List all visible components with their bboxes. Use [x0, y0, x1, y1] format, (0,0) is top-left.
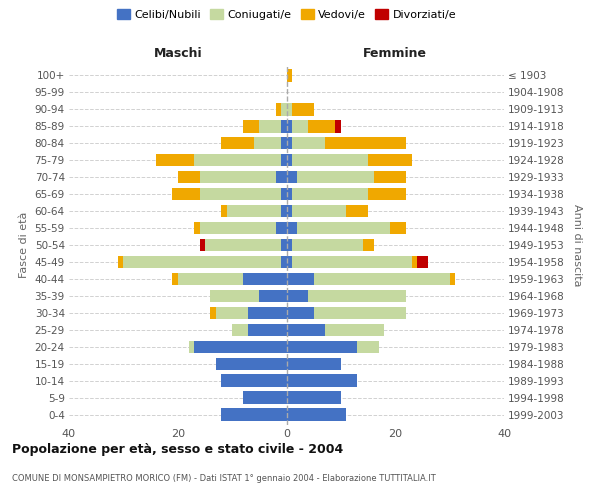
Bar: [287, 238, 292, 252]
Bar: [287, 69, 292, 82]
Bar: [211, 306, 216, 320]
Bar: [221, 408, 287, 421]
Bar: [417, 256, 428, 268]
Bar: [287, 358, 341, 370]
Text: Popolazione per età, sesso e stato civile - 2004: Popolazione per età, sesso e stato civil…: [12, 442, 343, 456]
Bar: [292, 154, 368, 166]
Bar: [248, 306, 287, 320]
Bar: [335, 120, 341, 132]
Bar: [275, 103, 281, 116]
Bar: [248, 324, 287, 336]
Bar: [287, 324, 325, 336]
Bar: [449, 272, 455, 285]
Bar: [287, 154, 292, 166]
Bar: [205, 238, 281, 252]
Bar: [390, 222, 406, 234]
Bar: [216, 358, 287, 370]
Bar: [314, 272, 449, 285]
Bar: [287, 222, 298, 234]
Bar: [221, 204, 227, 218]
Bar: [124, 256, 281, 268]
Bar: [199, 238, 205, 252]
Bar: [325, 324, 385, 336]
Bar: [281, 120, 287, 132]
Bar: [243, 392, 287, 404]
Bar: [199, 170, 275, 183]
Bar: [287, 204, 292, 218]
Bar: [362, 238, 373, 252]
Bar: [287, 374, 357, 387]
Bar: [287, 136, 292, 149]
Bar: [275, 222, 287, 234]
Bar: [346, 204, 368, 218]
Bar: [287, 306, 314, 320]
Bar: [287, 188, 292, 200]
Y-axis label: Anni di nascita: Anni di nascita: [572, 204, 581, 286]
Bar: [298, 222, 390, 234]
Bar: [373, 170, 406, 183]
Bar: [199, 222, 275, 234]
Text: COMUNE DI MONSAMPIETRO MORICO (FM) - Dati ISTAT 1° gennaio 2004 - Elaborazione T: COMUNE DI MONSAMPIETRO MORICO (FM) - Dat…: [12, 474, 436, 483]
Bar: [287, 272, 314, 285]
Bar: [259, 290, 287, 302]
Y-axis label: Fasce di età: Fasce di età: [19, 212, 29, 278]
Bar: [287, 290, 308, 302]
Bar: [292, 188, 368, 200]
Bar: [368, 154, 412, 166]
Bar: [281, 136, 287, 149]
Bar: [412, 256, 417, 268]
Bar: [194, 340, 287, 353]
Bar: [287, 340, 357, 353]
Bar: [221, 136, 254, 149]
Bar: [281, 154, 287, 166]
Bar: [243, 272, 287, 285]
Bar: [287, 103, 292, 116]
Bar: [287, 170, 298, 183]
Bar: [287, 256, 292, 268]
Bar: [292, 120, 308, 132]
Bar: [211, 290, 259, 302]
Bar: [308, 290, 406, 302]
Bar: [292, 238, 362, 252]
Bar: [308, 120, 335, 132]
Bar: [199, 188, 281, 200]
Text: Femmine: Femmine: [363, 47, 427, 60]
Bar: [194, 154, 281, 166]
Bar: [243, 120, 259, 132]
Bar: [287, 408, 346, 421]
Legend: Celibi/Nubili, Coniugati/e, Vedovi/e, Divorziati/e: Celibi/Nubili, Coniugati/e, Vedovi/e, Di…: [116, 10, 457, 20]
Bar: [172, 272, 178, 285]
Bar: [292, 103, 314, 116]
Bar: [172, 188, 199, 200]
Bar: [254, 136, 281, 149]
Bar: [281, 188, 287, 200]
Bar: [156, 154, 194, 166]
Bar: [281, 103, 287, 116]
Bar: [178, 272, 243, 285]
Bar: [292, 136, 325, 149]
Bar: [275, 170, 287, 183]
Bar: [188, 340, 194, 353]
Bar: [298, 170, 373, 183]
Bar: [178, 170, 199, 183]
Bar: [325, 136, 406, 149]
Bar: [287, 392, 341, 404]
Bar: [232, 324, 248, 336]
Bar: [368, 188, 406, 200]
Text: Maschi: Maschi: [154, 47, 202, 60]
Bar: [221, 374, 287, 387]
Bar: [194, 222, 199, 234]
Bar: [357, 340, 379, 353]
Bar: [259, 120, 281, 132]
Bar: [216, 306, 248, 320]
Bar: [118, 256, 124, 268]
Bar: [281, 204, 287, 218]
Bar: [292, 204, 346, 218]
Bar: [281, 238, 287, 252]
Bar: [227, 204, 281, 218]
Bar: [287, 120, 292, 132]
Bar: [314, 306, 406, 320]
Bar: [292, 256, 412, 268]
Bar: [281, 256, 287, 268]
